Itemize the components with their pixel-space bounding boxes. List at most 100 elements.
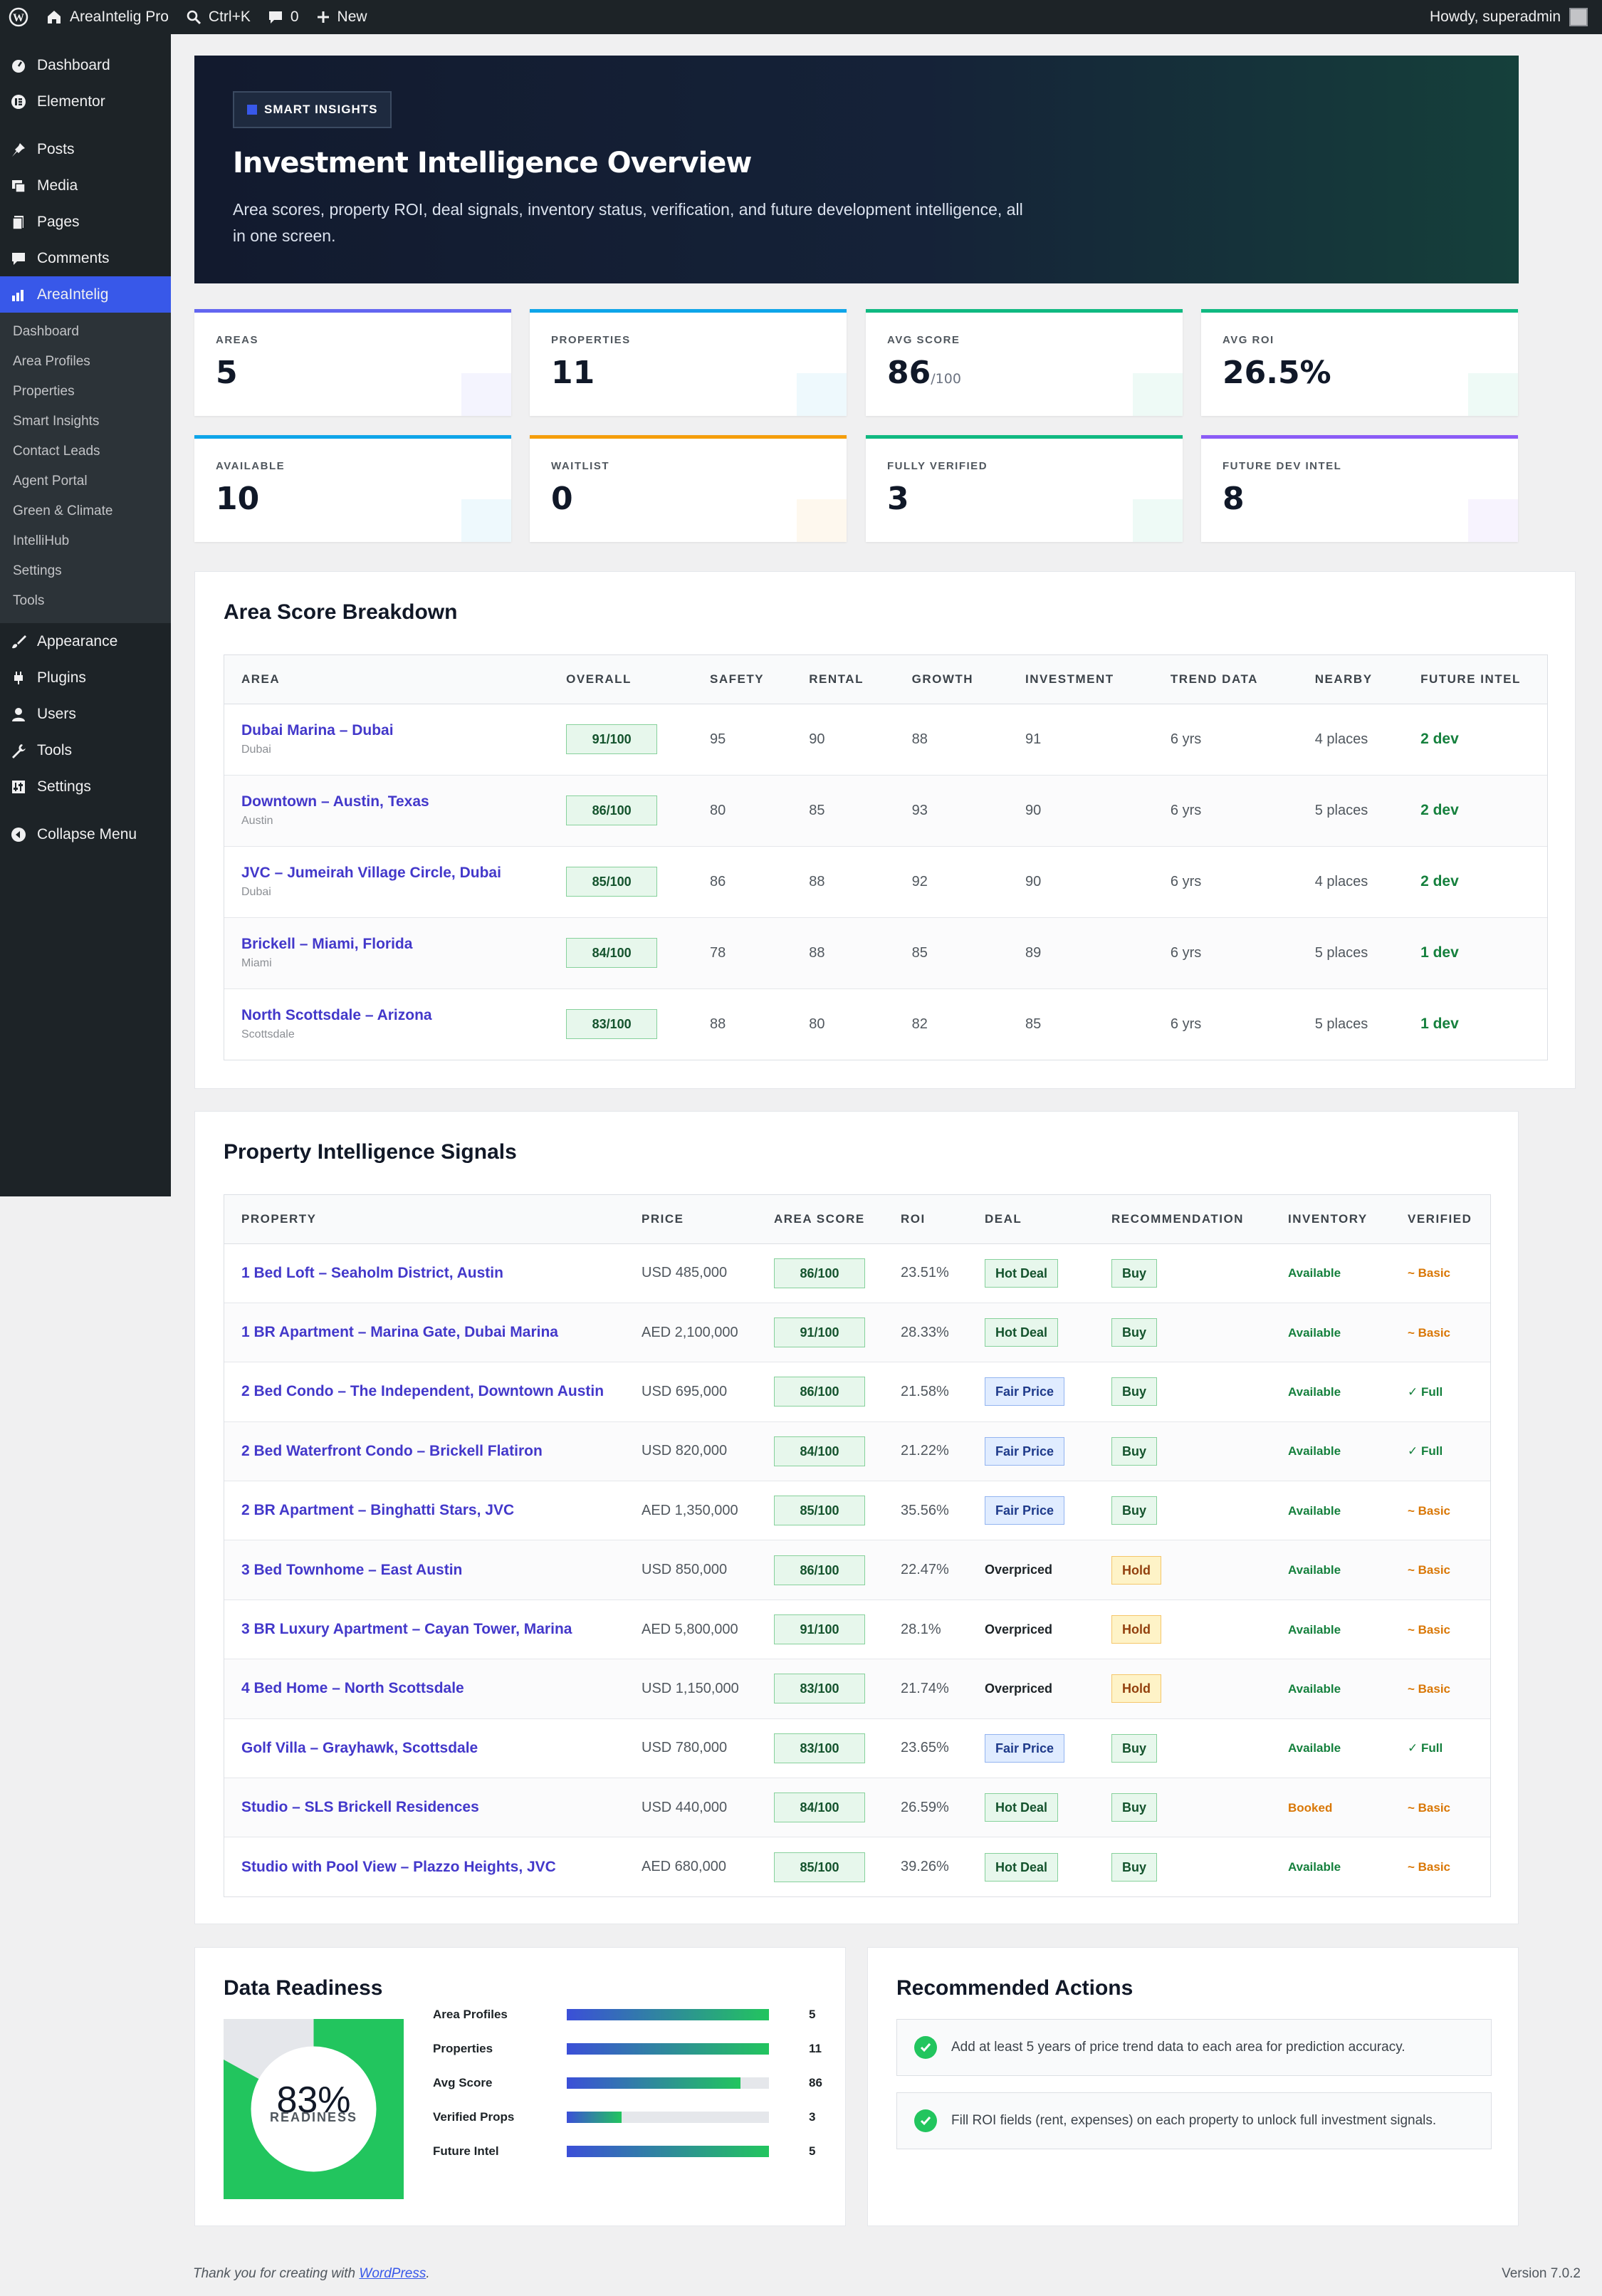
property-link[interactable]: 3 BR Luxury Apartment – Cayan Tower, Mar… [241, 1621, 572, 1638]
hero-subtitle: Area scores, property ROI, deal signals,… [233, 200, 1023, 245]
comments-link[interactable]: 0 [259, 0, 308, 34]
submenu-smart-insights[interactable]: Smart Insights [13, 414, 100, 429]
table-row: North Scottsdale – Arizona Scottsdale 83/1… [224, 988, 1547, 1060]
menu-dashboard[interactable]: Dashboard [0, 47, 171, 83]
property-link[interactable]: Golf Villa – Grayhawk, Scottsdale [241, 1739, 478, 1756]
inventory-status: Available [1288, 1503, 1341, 1518]
property-link[interactable]: Studio – SLS Brickell Residences [241, 1799, 479, 1816]
rental-cell: 88 [792, 917, 895, 989]
area-score-cell: 91/100 [757, 1600, 884, 1660]
area-city: Austin [241, 815, 273, 827]
menu-users[interactable]: Users [0, 696, 171, 732]
collapse-menu-button[interactable]: Collapse Menu [0, 816, 171, 852]
stat-number: 5 [216, 355, 238, 391]
property-link[interactable]: Studio with Pool View – Plazzo Heights, … [241, 1858, 556, 1875]
stat-number: 3 [887, 481, 909, 517]
submenu-settings[interactable]: Settings [13, 563, 62, 578]
verified-status: ✓ Full [1408, 1384, 1443, 1399]
submenu-properties[interactable]: Properties [13, 384, 75, 399]
area-link[interactable]: Brickell – Miami, Florida [241, 936, 413, 952]
investment-cell: 91 [1008, 704, 1153, 776]
area-score-cell: 91/100 [757, 1303, 884, 1363]
command-palette-button[interactable]: Ctrl+K [177, 0, 259, 34]
property-link[interactable]: 1 Bed Loft – Seaholm District, Austin [241, 1264, 503, 1281]
wrench-icon [10, 742, 27, 759]
column-header: RECOMMENDATION [1094, 1195, 1271, 1244]
inventory-status: Available [1288, 1860, 1341, 1874]
property-link[interactable]: 1 BR Apartment – Marina Gate, Dubai Mari… [241, 1324, 558, 1341]
overall-cell: 84/100 [549, 917, 693, 989]
verified-status: ✓ Full [1408, 1444, 1443, 1459]
submenu-area-profiles[interactable]: Area Profiles [13, 354, 90, 369]
future-intel-value: 1 dev [1420, 1016, 1459, 1033]
column-header: NEARBY [1297, 655, 1404, 704]
score-badge: 83/100 [774, 1733, 865, 1763]
property-link[interactable]: 2 Bed Waterfront Condo – Brickell Flatir… [241, 1442, 543, 1459]
menu-label: Pages [37, 213, 80, 230]
stat-value: 3 [887, 481, 1161, 517]
column-header: PROPERTY [224, 1195, 624, 1244]
bar-fill [567, 2146, 769, 2157]
area-section-title: Area Score Breakdown [224, 600, 458, 624]
hero-banner: SMART INSIGHTS Investment Intelligence O… [194, 56, 1519, 283]
new-content-button[interactable]: New [308, 0, 376, 34]
property-link[interactable]: 3 Bed Townhome – East Austin [241, 1561, 463, 1578]
submenu-contact-leads[interactable]: Contact Leads [13, 444, 100, 459]
area-city: Scottsdale [241, 1028, 295, 1041]
area-link[interactable]: JVC – Jumeirah Village Circle, Dubai [241, 865, 501, 881]
stat-label: FULLY VERIFIED [887, 460, 988, 472]
nearby-cell: 5 places [1297, 917, 1404, 989]
submenu-intellihub[interactable]: IntelliHub [13, 533, 70, 548]
site-name-link[interactable]: AreaIntelig Pro [37, 0, 177, 34]
menu-areaintelig[interactable]: AreaIntelig [0, 276, 171, 313]
menu-pages[interactable]: Pages [0, 204, 171, 240]
menu-media[interactable]: Media [0, 167, 171, 204]
stat-label: AVG ROI [1223, 334, 1274, 346]
menu-label: Settings [37, 778, 91, 795]
investment-cell: 90 [1008, 775, 1153, 847]
menu-posts[interactable]: Posts [0, 131, 171, 167]
score-badge: 85/100 [774, 1852, 865, 1882]
areaintelig-submenu: Dashboard Area Profiles Properties Smart… [0, 313, 171, 623]
future-intel-cell: 1 dev [1403, 988, 1547, 1060]
verified-cell: ~ Basic [1391, 1837, 1490, 1896]
menu-appearance[interactable]: Appearance [0, 623, 171, 659]
bar-label: Area Profiles [433, 2008, 508, 2021]
table-row: 2 Bed Waterfront Condo – Brickell Flatir… [224, 1421, 1490, 1482]
submenu-tools[interactable]: Tools [13, 593, 45, 608]
data-readiness-panel: Data Readiness 83% READINESS Area Profil… [194, 1947, 846, 2226]
column-header: TREND DATA [1153, 655, 1298, 704]
price-cell: USD 440,000 [624, 1778, 757, 1838]
submenu-green-climate[interactable]: Green & Climate [13, 503, 113, 518]
inventory-cell: Available [1271, 1837, 1391, 1896]
menu-comments[interactable]: Comments [0, 240, 171, 276]
menu-plugins[interactable]: Plugins [0, 659, 171, 696]
stat-number: 11 [551, 355, 595, 391]
property-link[interactable]: 2 Bed Condo – The Independent, Downtown … [241, 1383, 604, 1400]
home-icon [48, 11, 61, 24]
menu-tools[interactable]: Tools [0, 732, 171, 768]
safety-cell: 78 [693, 917, 792, 989]
price-cell: USD 850,000 [624, 1540, 757, 1600]
submenu-dashboard[interactable]: Dashboard [13, 324, 79, 339]
overall-cell: 91/100 [549, 704, 693, 776]
user-account-menu[interactable]: Howdy, superadmin [1430, 8, 1602, 26]
submenu-agent-portal[interactable]: Agent Portal [13, 474, 88, 489]
menu-elementor[interactable]: Elementor [0, 83, 171, 120]
column-header: INVENTORY [1271, 1195, 1391, 1244]
area-link[interactable]: Dubai Marina – Dubai [241, 722, 394, 739]
menu-settings[interactable]: Settings [0, 768, 171, 805]
dashboard-icon [10, 57, 27, 74]
property-link[interactable]: 2 BR Apartment – Binghatti Stars, JVC [241, 1502, 515, 1519]
wordpress-link[interactable]: WordPress [359, 2266, 426, 2281]
future-intel-cell: 1 dev [1403, 917, 1547, 989]
menu-label: Users [37, 705, 76, 722]
area-link[interactable]: Downtown – Austin, Texas [241, 793, 429, 810]
recommendation-cell: Buy [1094, 1481, 1271, 1541]
stat-card-waitlist: WAITLIST 0 [530, 435, 847, 542]
wordpress-logo-button[interactable]: W [0, 0, 37, 34]
score-badge: 84/100 [774, 1436, 865, 1466]
property-link[interactable]: 4 Bed Home – North Scottsdale [241, 1680, 464, 1697]
price-cell: USD 695,000 [624, 1362, 757, 1422]
area-link[interactable]: North Scottsdale – Arizona [241, 1007, 432, 1024]
